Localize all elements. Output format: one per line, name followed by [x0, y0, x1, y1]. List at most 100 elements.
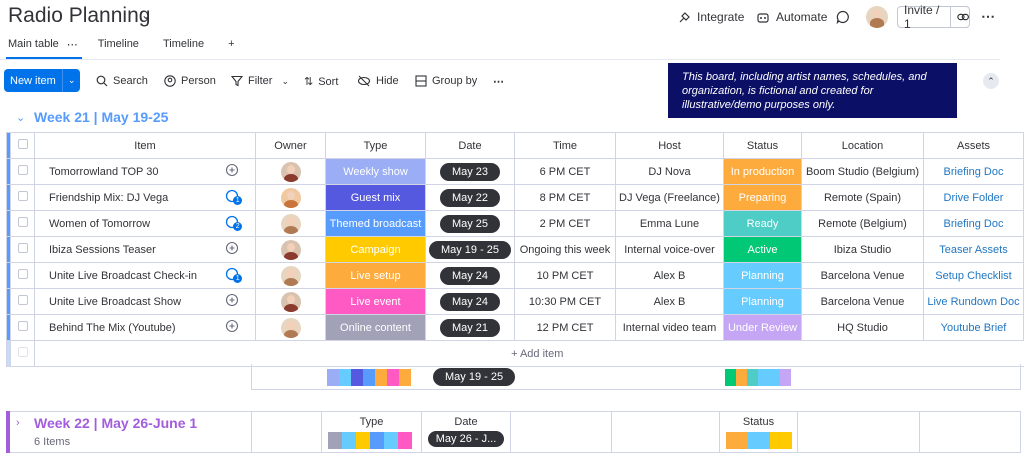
- group-2-title[interactable]: Week 22 | May 26-June 1: [34, 415, 198, 431]
- status-cell[interactable]: Preparing: [723, 184, 802, 211]
- chevron-down-icon[interactable]: ⌄: [281, 75, 289, 86]
- integrate-button[interactable]: Integrate: [678, 10, 744, 24]
- row-checkbox[interactable]: [10, 210, 35, 237]
- asset-link[interactable]: Setup Checklist: [923, 262, 1024, 289]
- date-cell[interactable]: May 23: [425, 158, 515, 185]
- item-updates[interactable]: 2: [209, 210, 256, 237]
- time-cell[interactable]: 6 PM CET: [514, 158, 616, 185]
- add-update-icon[interactable]: [225, 293, 239, 307]
- table-row[interactable]: Women of Tomorrow 2 Themed broadcast May 25…: [6, 210, 1024, 237]
- type-cell[interactable]: Campaign: [325, 236, 426, 263]
- time-cell[interactable]: 2 PM CET: [514, 210, 616, 237]
- asset-link[interactable]: Teaser Assets: [923, 236, 1024, 263]
- column-header-date[interactable]: Date: [425, 132, 515, 159]
- type-cell[interactable]: Guest mix: [325, 184, 426, 211]
- column-header-owner[interactable]: Owner: [255, 132, 326, 159]
- automate-button[interactable]: Automate: [756, 10, 827, 24]
- date-cell[interactable]: May 24: [425, 262, 515, 289]
- date-cell[interactable]: May 19 - 25: [425, 236, 515, 263]
- location-cell[interactable]: HQ Studio: [801, 314, 924, 341]
- column-header-time[interactable]: Time: [514, 132, 616, 159]
- status-cell[interactable]: Planning: [723, 262, 802, 289]
- item-name[interactable]: Unite Live Broadcast Check-in: [34, 262, 210, 289]
- more-options-icon[interactable]: ⋯: [981, 8, 995, 24]
- date-summary[interactable]: May 19 - 25: [433, 364, 516, 390]
- column-header-assets[interactable]: Assets: [923, 132, 1024, 159]
- search-button[interactable]: Search: [96, 75, 148, 87]
- table-row[interactable]: Behind The Mix (Youtube) Online content Ma…: [6, 314, 1024, 341]
- host-cell[interactable]: Emma Lune: [615, 210, 724, 237]
- column-header-host[interactable]: Host: [615, 132, 724, 159]
- group-title[interactable]: Week 21 | May 19-25: [34, 109, 169, 125]
- time-cell[interactable]: 12 PM CET: [514, 314, 616, 341]
- column-header-status[interactable]: Status: [723, 132, 802, 159]
- invite-button[interactable]: Invite / 1: [897, 3, 970, 31]
- location-cell[interactable]: Barcelona Venue: [801, 288, 924, 315]
- column-header-location[interactable]: Location: [801, 132, 924, 159]
- table-row[interactable]: Unite Live Broadcast Check-in 1 Live setup…: [6, 262, 1024, 289]
- hide-button[interactable]: Hide: [357, 75, 399, 87]
- location-cell[interactable]: Remote (Belgium): [801, 210, 924, 237]
- link-icon[interactable]: [957, 12, 969, 22]
- sort-button[interactable]: ⇅ Sort: [304, 75, 338, 89]
- host-cell[interactable]: Internal video team: [615, 314, 724, 341]
- updates-count-icon[interactable]: 1: [224, 267, 243, 283]
- collapse-header-icon[interactable]: ⌃: [983, 73, 999, 89]
- item-name[interactable]: Behind The Mix (Youtube): [34, 314, 210, 341]
- column-header-type[interactable]: Type: [325, 132, 426, 159]
- row-checkbox[interactable]: [10, 236, 35, 263]
- group-collapse-icon[interactable]: ⌄: [16, 112, 26, 124]
- asset-link[interactable]: Briefing Doc: [923, 210, 1024, 237]
- table-row[interactable]: Friendship Mix: DJ Vega 1 Guest mix May 22 8…: [6, 184, 1024, 211]
- type-cell[interactable]: Live setup: [325, 262, 426, 289]
- tab-timeline[interactable]: Timeline: [97, 38, 139, 50]
- item-updates[interactable]: [209, 314, 256, 341]
- updates-button[interactable]: [836, 10, 850, 24]
- column-header-item[interactable]: Item: [34, 132, 256, 159]
- time-cell[interactable]: 10:30 PM CET: [514, 288, 616, 315]
- asset-link[interactable]: Drive Folder: [923, 184, 1024, 211]
- item-updates[interactable]: [209, 288, 256, 315]
- add-update-icon[interactable]: [225, 163, 239, 177]
- new-item-button[interactable]: New item ⌄: [4, 69, 80, 92]
- date-cell[interactable]: May 22: [425, 184, 515, 211]
- location-cell[interactable]: Remote (Spain): [801, 184, 924, 211]
- status-cell[interactable]: Under Review: [723, 314, 802, 341]
- item-name[interactable]: Ibiza Sessions Teaser: [34, 236, 210, 263]
- chevron-down-icon[interactable]: ⌄: [141, 8, 152, 22]
- location-cell[interactable]: Boom Studio (Belgium): [801, 158, 924, 185]
- host-cell[interactable]: Internal voice-over: [615, 236, 724, 263]
- status-cell[interactable]: Active: [723, 236, 802, 263]
- user-avatar[interactable]: [866, 6, 888, 28]
- item-updates[interactable]: 1: [209, 262, 256, 289]
- select-all-checkbox[interactable]: [10, 132, 35, 159]
- type-cell[interactable]: Online content: [325, 314, 426, 341]
- type-cell[interactable]: Live event: [325, 288, 426, 315]
- status-cell[interactable]: In production: [723, 158, 802, 185]
- row-checkbox[interactable]: [10, 184, 35, 211]
- time-cell[interactable]: Ongoing this week: [514, 236, 616, 263]
- item-name[interactable]: Unite Live Broadcast Show: [34, 288, 210, 315]
- owner-cell[interactable]: [255, 158, 326, 185]
- row-checkbox[interactable]: [10, 158, 35, 185]
- type-cell[interactable]: Weekly show: [325, 158, 426, 185]
- date-cell[interactable]: May 21: [425, 314, 515, 341]
- owner-cell[interactable]: [255, 262, 326, 289]
- type-cell[interactable]: Themed broadcast: [325, 210, 426, 237]
- more-toolbar-icon[interactable]: ⋯: [493, 76, 504, 88]
- item-updates[interactable]: 1: [209, 184, 256, 211]
- status-cell[interactable]: Planning: [723, 288, 802, 315]
- table-row[interactable]: Ibiza Sessions Teaser Campaign May 19 - 25…: [6, 236, 1024, 263]
- status-cell[interactable]: Ready: [723, 210, 802, 237]
- owner-cell[interactable]: [255, 184, 326, 211]
- item-updates[interactable]: [209, 158, 256, 185]
- updates-count-icon[interactable]: 1: [224, 189, 243, 205]
- time-cell[interactable]: 10 PM CET: [514, 262, 616, 289]
- host-cell[interactable]: Alex B: [615, 262, 724, 289]
- status-summary[interactable]: [725, 364, 791, 390]
- date-cell[interactable]: May 24: [425, 288, 515, 315]
- tab-options-icon[interactable]: ⋯: [66, 39, 78, 51]
- host-cell[interactable]: Alex B: [615, 288, 724, 315]
- updates-count-icon[interactable]: 2: [224, 215, 243, 231]
- date-range-pill[interactable]: May 26 - J...: [427, 431, 505, 447]
